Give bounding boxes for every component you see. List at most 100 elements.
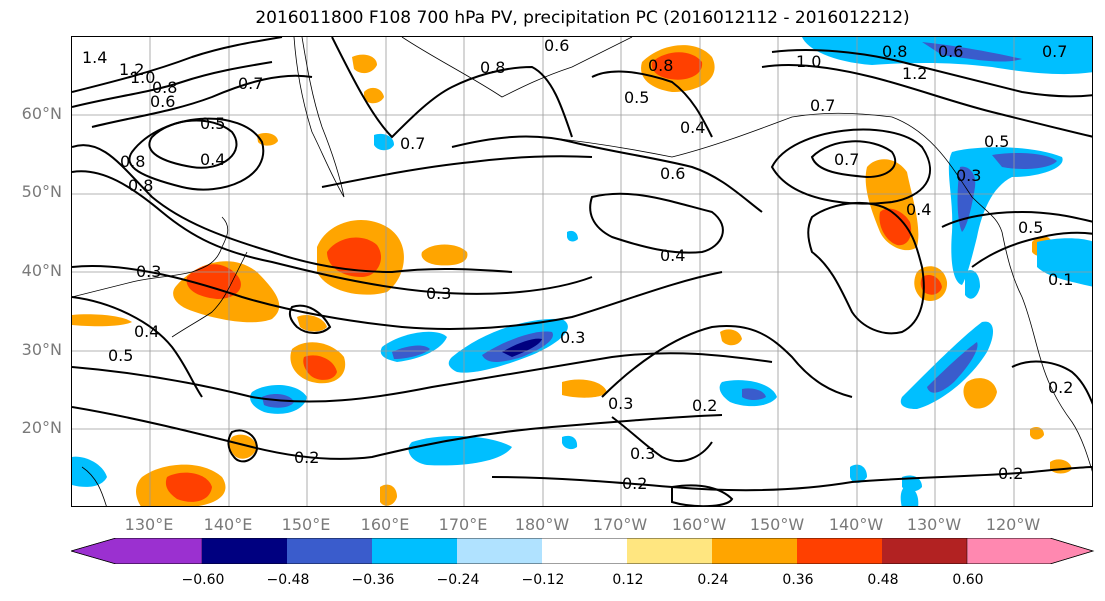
contour-labels: 1.4 1.2 1.0 0.8 0.6 0.7 0.5 0.4 0.8 0.8 … <box>82 37 1073 493</box>
contour-label: 0.8 <box>128 176 153 195</box>
pv-contour <box>72 265 723 330</box>
pv-contour <box>72 170 593 295</box>
contour-label: 0.8 <box>648 56 673 75</box>
pv-contour <box>971 231 1092 268</box>
coastline-asia <box>72 216 229 298</box>
coastline-alaska <box>401 37 633 98</box>
contour-label: 0.7 <box>400 134 425 153</box>
lat-label-30n: 30°N <box>21 340 62 359</box>
colorbar-tick-label: 0.60 <box>952 572 984 588</box>
pv-contour <box>810 140 897 179</box>
lon-label-160e: 160°E <box>360 515 410 534</box>
pv-contour <box>601 325 853 398</box>
pv-contour <box>1011 360 1092 405</box>
colorbar-svg <box>69 537 1095 565</box>
colorbar-tick-label: 0.12 <box>612 572 644 588</box>
contour-label: 1.2 <box>902 64 927 83</box>
pv-contour <box>72 144 513 274</box>
contour-label: 0.4 <box>200 150 225 169</box>
colorbar-tick-label: −0.60 <box>181 572 225 588</box>
contour-label: 0.4 <box>680 118 705 137</box>
pv-contour <box>91 74 313 128</box>
precip-positive-area <box>920 275 942 295</box>
contour-label: 0.8 <box>480 58 505 77</box>
contour-label: 0.2 <box>294 448 319 467</box>
contour-label: 0.5 <box>984 132 1009 151</box>
pv-contour <box>589 192 724 254</box>
lon-label-150w: 150°W <box>749 515 805 534</box>
pv-contour <box>771 49 1092 98</box>
lon-label-160w: 160°W <box>671 515 727 534</box>
colorbar-swatch <box>457 538 542 564</box>
precip-negative-area <box>965 270 980 299</box>
precip-positive-area <box>879 208 912 246</box>
pv-contour <box>611 416 713 462</box>
colorbar-swatch <box>712 538 797 564</box>
contour-label: 1.0 <box>796 52 821 71</box>
contour-label: 0.3 <box>560 328 585 347</box>
contour-label: 0.3 <box>608 394 633 413</box>
graticule <box>72 37 1092 506</box>
precip-negative-area <box>567 230 578 242</box>
pv-contour <box>72 37 283 93</box>
pv-contours <box>72 37 1092 506</box>
colorbar-tick-label: 0.36 <box>782 572 814 588</box>
precip-negative-area <box>948 147 1063 285</box>
precip-positive-area <box>72 314 132 327</box>
pv-contour <box>72 406 723 460</box>
pv-contour <box>941 210 1092 228</box>
map-panel: 1.4 1.2 1.0 0.8 0.6 0.7 0.5 0.4 0.8 0.8 … <box>71 36 1093 507</box>
pv-contour <box>761 64 1092 138</box>
colorbar-tick-label: −0.36 <box>351 572 395 588</box>
lon-label-180w: 180°W <box>514 515 570 534</box>
lat-label-60n: 60°N <box>21 104 62 123</box>
colorbar-swatch <box>627 538 712 564</box>
pv-contour <box>451 135 763 213</box>
contour-label: 0.6 <box>150 92 175 111</box>
pv-contour <box>72 61 273 108</box>
contour-label: 0.2 <box>998 464 1023 483</box>
plot-title: 2016011800 F108 700 hPa PV, precipitatio… <box>255 8 910 28</box>
lon-label-120w: 120°W <box>985 515 1041 534</box>
pv-contour <box>288 304 332 334</box>
precip-negative-area <box>900 486 919 506</box>
precip-positive-area <box>352 54 377 74</box>
precip-positive-area <box>297 315 327 332</box>
contour-label: 0.7 <box>238 74 263 93</box>
contour-label: 0.8 <box>882 42 907 61</box>
precip-positive-area <box>562 379 607 398</box>
pv-contour <box>72 296 203 398</box>
precip-negative-area <box>1037 238 1092 287</box>
precip-positive-area <box>651 52 703 80</box>
colorbar-tick-label: 0.24 <box>697 572 729 588</box>
colorbar <box>69 537 1095 568</box>
contour-label: 0.1 <box>1048 270 1073 289</box>
precip-negative-area <box>900 321 994 409</box>
lon-label-170w: 170°W <box>592 515 648 534</box>
precip-positive-area <box>720 329 742 346</box>
precip-shading <box>72 37 1092 506</box>
contour-label: 1.2 <box>119 60 144 79</box>
pv-contour <box>128 117 265 191</box>
coastline-philippines <box>81 466 107 506</box>
contour-label: 0.2 <box>622 474 647 493</box>
lon-label-130w: 130°W <box>906 515 962 534</box>
lon-label-130e: 130°E <box>124 515 174 534</box>
colorbar-max-extension <box>966 537 1094 565</box>
pv-contour <box>807 201 925 335</box>
lat-label-50n: 50°N <box>21 182 62 201</box>
contour-label: 0.4 <box>660 246 685 265</box>
precip-positive-area <box>1030 427 1044 440</box>
contour-label: 1.0 <box>130 68 155 87</box>
precip-positive-area <box>380 484 397 506</box>
precip-negative-area <box>408 435 512 466</box>
contour-label: 0.6 <box>544 37 569 55</box>
contour-label: 0.2 <box>692 396 717 415</box>
coastlines <box>72 37 1092 506</box>
precip-negative-area <box>502 338 542 357</box>
pv-contour <box>321 155 593 188</box>
contour-label: 0.8 <box>120 152 145 171</box>
map-canvas: 1.4 1.2 1.0 0.8 0.6 0.7 0.5 0.4 0.8 0.8 … <box>72 37 1092 506</box>
lon-label-170e: 170°E <box>438 515 488 534</box>
lon-label-140e: 140°E <box>203 515 253 534</box>
